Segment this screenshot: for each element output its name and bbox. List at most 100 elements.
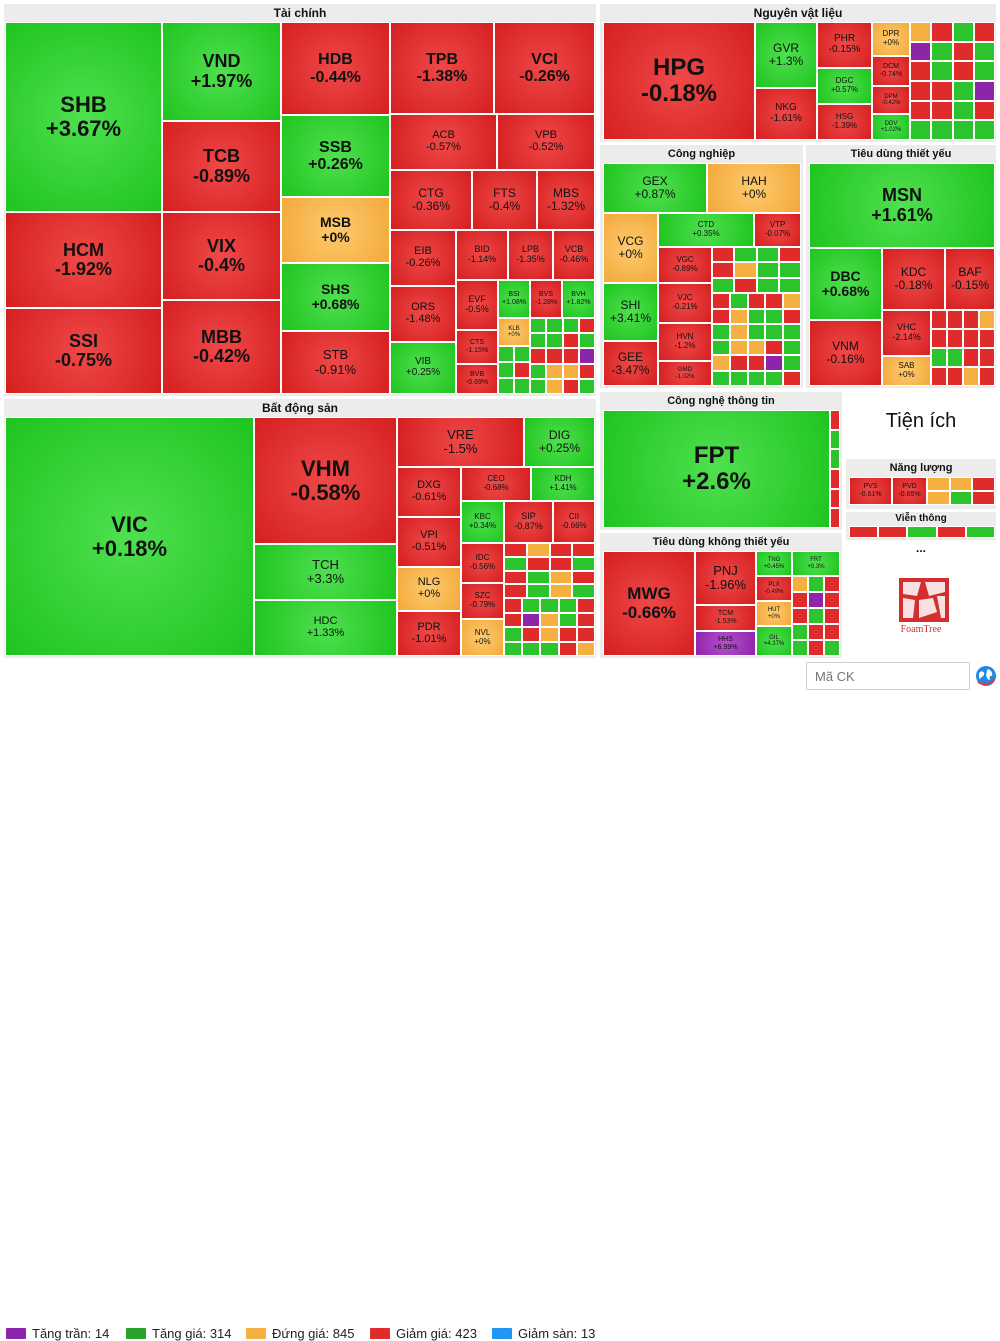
stock-tile-small[interactable] (792, 576, 808, 592)
stock-tile-small[interactable] (572, 584, 596, 599)
stock-tile-nvl[interactable]: NVL +0% (461, 619, 504, 656)
stock-tile-small[interactable] (830, 488, 840, 509)
stock-tile-small[interactable] (530, 378, 547, 394)
stock-tile-small[interactable] (522, 641, 541, 656)
stock-tile-small[interactable] (824, 592, 840, 608)
stock-tile-sab[interactable]: SAB +0% (882, 356, 931, 386)
stock-tile-small[interactable] (576, 612, 595, 627)
stock-tile-small[interactable] (576, 641, 595, 656)
stock-tile-small[interactable] (910, 120, 932, 140)
stock-tile-small[interactable] (498, 378, 514, 394)
stock-tile-small[interactable] (504, 627, 523, 642)
stock-tile-vnd[interactable]: VND +1.97% (162, 22, 281, 121)
stock-tile-vnm[interactable]: VNM -0.16% (809, 320, 882, 386)
stock-tile-eib[interactable]: EIB -0.26% (390, 230, 456, 286)
stock-tile-small[interactable] (522, 612, 541, 627)
stock-tile-small[interactable] (910, 41, 932, 62)
stock-tile-fpt[interactable]: FPT +2.6% (603, 410, 830, 528)
stock-tile-small[interactable] (498, 362, 514, 378)
stock-tile-evf[interactable]: EVF -0.5% (456, 280, 498, 330)
stock-tile-small[interactable] (931, 22, 953, 42)
stock-tile-small[interactable] (504, 556, 527, 571)
stock-tile-small[interactable] (963, 348, 979, 367)
stock-tile-small[interactable] (792, 624, 808, 640)
stock-tile-tcm[interactable]: TCM -1.53% (695, 605, 756, 631)
stock-tile-small[interactable] (562, 363, 579, 379)
stock-tile-bvs[interactable]: BVS -1.28% (530, 280, 562, 318)
stock-tile-small[interactable] (931, 310, 947, 329)
stock-tile-small[interactable] (910, 81, 932, 101)
stock-tile-small[interactable] (824, 640, 840, 656)
stock-tile-small[interactable] (778, 277, 802, 293)
stock-tile-mbs[interactable]: MBS -1.32% (537, 170, 595, 230)
stock-tile-small[interactable] (952, 120, 974, 140)
stock-tile-pnj[interactable]: PNJ -1.96% (695, 551, 756, 605)
stock-tile-small[interactable] (973, 120, 996, 140)
stock-tile-lpb[interactable]: LPB -1.35% (508, 230, 553, 280)
stock-tile-small[interactable] (526, 584, 550, 599)
stock-tile-small[interactable] (578, 363, 596, 379)
stock-tile-small[interactable] (504, 612, 523, 627)
stock-tile-sip[interactable]: SIP -0.87% (504, 501, 553, 543)
stock-tile-small[interactable] (808, 592, 824, 608)
stock-tile-small[interactable] (562, 333, 579, 349)
stock-tile-small[interactable] (734, 247, 757, 263)
stock-tile-hut[interactable]: HUT +0% (756, 601, 792, 626)
stock-tile-tch[interactable]: TCH +3.3% (254, 544, 397, 600)
stock-tile-small[interactable] (514, 362, 530, 378)
stock-tile-fts[interactable]: FTS -0.4% (472, 170, 537, 230)
stock-tile-hvn[interactable]: HVN -1.2% (658, 323, 712, 361)
stock-tile-bvh[interactable]: BVH +1.82% (562, 280, 595, 318)
stock-tile-small[interactable] (549, 570, 573, 585)
stock-tile-bvb[interactable]: BVB -0.69% (456, 364, 498, 394)
stock-tile-small[interactable] (952, 61, 974, 81)
stock-tile-szc[interactable]: SZC -0.79% (461, 583, 504, 619)
stock-tile-tcb[interactable]: TCB -0.89% (162, 121, 281, 212)
stock-tile-small[interactable] (931, 329, 947, 348)
stock-tile-small[interactable] (578, 318, 596, 334)
stock-tile-small[interactable] (830, 469, 840, 489)
stock-tile-mbb[interactable]: MBB -0.42% (162, 300, 281, 394)
stock-tile-small[interactable] (765, 293, 784, 309)
stock-tile-small[interactable] (504, 598, 523, 613)
stock-tile-hah[interactable]: HAH +0% (707, 163, 801, 213)
stock-tile-msb[interactable]: MSB +0% (281, 197, 390, 263)
stock-tile-small[interactable] (712, 370, 730, 386)
stock-tile-small[interactable] (734, 262, 757, 278)
stock-tile-small[interactable] (729, 293, 748, 309)
stock-tile-ceo[interactable]: CEO -0.68% (461, 467, 531, 501)
stock-tile-vtp[interactable]: VTP -0.07% (754, 213, 801, 247)
stock-tile-small[interactable] (783, 324, 801, 340)
stock-tile-small[interactable] (783, 293, 801, 309)
stock-tile-acb[interactable]: ACB -0.57% (390, 114, 497, 170)
stock-tile-small[interactable] (526, 543, 550, 557)
stock-tile-ssi[interactable]: SSI -0.75% (5, 308, 162, 394)
stock-tile-shi[interactable]: SHI +3.41% (603, 283, 658, 341)
stock-tile-small[interactable] (530, 348, 547, 364)
stock-tile-hpg[interactable]: HPG -0.18% (603, 22, 755, 140)
stock-tile-vic[interactable]: VIC +0.18% (5, 417, 254, 656)
stock-tile-small[interactable] (522, 598, 541, 613)
stock-tile-small[interactable] (729, 308, 748, 324)
stock-tile-small[interactable] (747, 293, 766, 309)
stock-tile-small[interactable] (979, 348, 995, 367)
stock-tile-ssb[interactable]: SSB +0.26% (281, 115, 390, 197)
stock-tile-dbc[interactable]: DBC +0.68% (809, 248, 882, 320)
stock-tile-vcb[interactable]: VCB -0.46% (553, 230, 595, 280)
stock-tile-hsg[interactable]: HSG -1.39% (817, 104, 872, 140)
stock-tile-small[interactable] (504, 584, 527, 599)
stock-tile-shb[interactable]: SHB +3.67% (5, 22, 162, 212)
stock-tile-small[interactable] (878, 526, 908, 538)
stock-tile-small[interactable] (562, 318, 579, 334)
stock-tile-small[interactable] (979, 310, 995, 329)
stock-tile-small[interactable] (963, 367, 979, 386)
stock-tile-small[interactable] (947, 367, 963, 386)
stock-tile-hcm[interactable]: HCM -1.92% (5, 212, 162, 308)
stock-tile-small[interactable] (783, 370, 801, 386)
stock-tile-vci[interactable]: VCI -0.26% (494, 22, 595, 114)
stock-tile-small[interactable] (522, 627, 541, 642)
stock-tile-small[interactable] (546, 333, 563, 349)
stock-tile-small[interactable] (931, 367, 947, 386)
stock-tile-small[interactable] (808, 624, 824, 640)
stock-tile-small[interactable] (747, 308, 766, 324)
